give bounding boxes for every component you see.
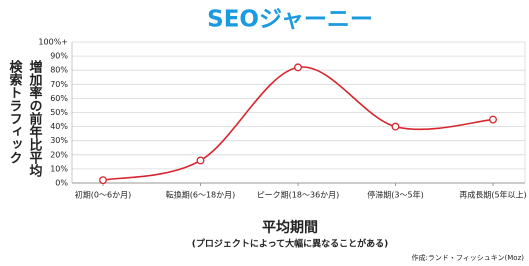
source-note: 作成:ランド・フィッシュキン(Moz) xyxy=(412,253,525,262)
y-tick-label: 30% xyxy=(50,136,68,145)
y-tick-label: 70% xyxy=(50,80,68,89)
y-tick-label: 90% xyxy=(50,52,68,61)
point xyxy=(99,176,107,185)
x-tick-label: ピーク期(18〜36か月) xyxy=(257,191,340,200)
y-tick-label: 100%+ xyxy=(38,38,68,47)
x-axis-label: 平均期間 xyxy=(262,219,318,236)
point xyxy=(294,63,302,72)
y-tick-label: 0% xyxy=(55,179,68,188)
y-axis-label: 検索トラフィック xyxy=(7,59,23,164)
x-axis-sublabel: (プロジェクトによって大幅に異なることがある) xyxy=(192,238,389,250)
y-tick-label: 50% xyxy=(50,108,68,117)
x-tick-label: 転換期(6〜18か月) xyxy=(166,190,236,200)
x-tick-label: 停滞期(3〜5年) xyxy=(367,190,423,200)
y-tick-label: 10% xyxy=(50,164,68,173)
y-tick-label: 80% xyxy=(50,66,68,75)
y-tick-label: 20% xyxy=(50,150,68,159)
y-tick-label: 60% xyxy=(50,94,68,103)
point xyxy=(391,122,400,131)
y-axis-label: 増加率の前年比平均 xyxy=(27,59,44,178)
point xyxy=(489,115,497,124)
x-tick-label: 初期(0〜6か月) xyxy=(75,190,131,200)
y-tick-label: 40% xyxy=(50,122,68,131)
point xyxy=(196,156,205,165)
chart-title: SEOジャーニー xyxy=(207,7,373,33)
x-tick-label: 再成長期(5年以上) xyxy=(459,190,526,200)
